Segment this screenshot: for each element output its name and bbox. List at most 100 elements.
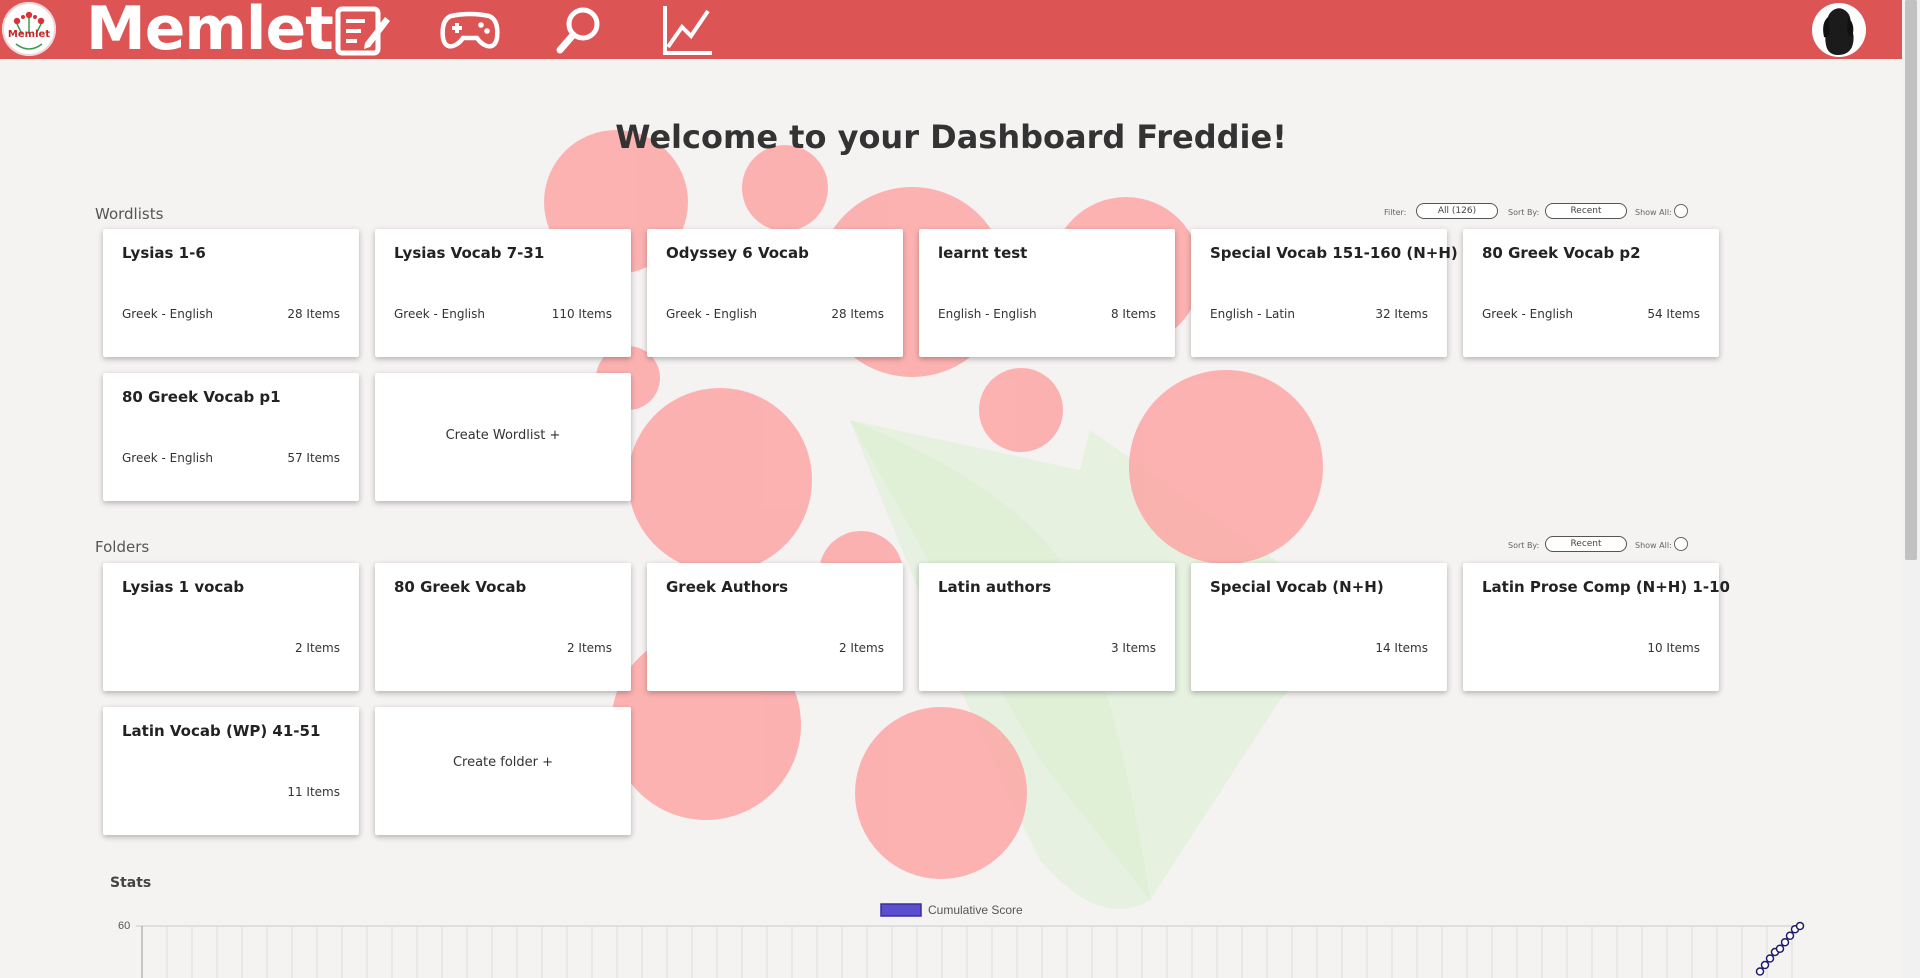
folder-title: Latin Vocab (WP) 41-51 (122, 722, 321, 740)
vertical-scrollbar[interactable] (1902, 0, 1920, 978)
folder-count: 2 Items (838, 641, 884, 655)
logo-flower-icon (13, 11, 45, 50)
wordlist-title: learnt test (938, 244, 1028, 262)
search-icon (556, 7, 600, 53)
create-folder-label: Create folder + (452, 755, 554, 770)
show-all-toggle[interactable] (1674, 204, 1688, 218)
data-point[interactable] (1765, 954, 1775, 963)
folder-count: 14 Items (1375, 641, 1428, 655)
wordlist-count: 8 Items (1110, 307, 1156, 321)
nav-wordlists-button[interactable] (325, 0, 397, 59)
wordlist-count: 57 Items (287, 451, 340, 465)
wordlist-card[interactable]: 80 Greek Vocab p1 Greek - English 57 Ite… (103, 373, 359, 501)
wordlist-card[interactable]: Odyssey 6 Vocab Greek - English 28 Items (647, 229, 903, 357)
folder-count: 2 Items (294, 641, 340, 655)
folder-title: Latin Prose Comp (N+H) 1-10 (1482, 578, 1730, 596)
scrollbar-thumb[interactable] (1905, 0, 1917, 560)
data-point[interactable] (1755, 967, 1765, 976)
folder-count: 10 Items (1647, 641, 1700, 655)
create-wordlist-label: Create Wordlist + (445, 428, 561, 443)
wordlist-count: 110 Items (551, 307, 612, 321)
folder-title: 80 Greek Vocab (394, 578, 527, 596)
wordlist-languages: Greek - English (1482, 307, 1573, 321)
wordlist-card[interactable]: 80 Greek Vocab p2 Greek - English 54 Ite… (1463, 229, 1719, 357)
wordlist-title: Odyssey 6 Vocab (666, 244, 809, 262)
folder-count: 3 Items (1110, 641, 1156, 655)
edit-list-icon (335, 6, 390, 55)
folder-card[interactable]: Greek Authors 2 Items (647, 563, 903, 691)
wordlist-languages: Greek - English (394, 307, 485, 321)
wordlist-languages: Greek - English (122, 451, 213, 465)
sort-select[interactable]: Recent (1545, 536, 1627, 552)
gamepad-icon (440, 11, 500, 49)
folder-count: 11 Items (287, 785, 340, 799)
wordlist-card[interactable]: Lysias 1-6 Greek - English 28 Items (103, 229, 359, 357)
data-point[interactable] (1775, 944, 1785, 953)
data-point[interactable] (1760, 960, 1770, 970)
data-point[interactable] (1785, 931, 1795, 940)
nav-search-button[interactable] (543, 0, 615, 59)
legend-label: Cumulative Score (928, 903, 1023, 917)
folder-title: Greek Authors (666, 578, 789, 596)
wordlist-languages: Greek - English (666, 307, 757, 321)
user-avatar[interactable] (1812, 3, 1866, 57)
top-navbar: Memlet Memlet (0, 0, 1902, 64)
wordlist-title: Lysias Vocab 7-31 (394, 244, 545, 262)
chart-grid (136, 925, 1800, 978)
brand-title[interactable]: Memlet (86, 0, 334, 64)
folder-card[interactable]: Special Vocab (N+H) 14 Items (1191, 563, 1447, 691)
nav-stats-button[interactable] (651, 0, 723, 59)
wordlists-section-title: Wordlists (95, 205, 164, 223)
folders-controls: Sort By: Recent Show All: (1508, 535, 1708, 555)
folder-card[interactable]: 80 Greek Vocab 2 Items (375, 563, 631, 691)
create-folder-card[interactable]: Create folder + (375, 707, 631, 835)
memlet-logo[interactable]: Memlet (2, 2, 56, 56)
sort-label: Sort By: (1508, 208, 1540, 217)
wordlist-languages: English - Latin (1210, 307, 1295, 321)
wordlist-title: Special Vocab 151-160 (N+H) (1210, 244, 1458, 262)
wordlist-title: 80 Greek Vocab p2 (1482, 244, 1641, 262)
line-chart-icon (663, 5, 712, 55)
wordlist-count: 54 Items (1647, 307, 1700, 321)
folder-title: Lysias 1 vocab (122, 578, 245, 596)
create-wordlist-card[interactable]: Create Wordlist + (375, 373, 631, 501)
wordlist-count: 28 Items (831, 307, 884, 321)
wordlist-card[interactable]: Special Vocab 151-160 (N+H) English - La… (1191, 229, 1458, 357)
data-point[interactable] (1780, 938, 1790, 947)
wordlist-title: Lysias 1-6 (122, 244, 206, 262)
filter-select[interactable]: All (126) (1416, 203, 1498, 219)
folder-card[interactable]: Lysias 1 vocab 2 Items (103, 563, 359, 691)
wordlist-count: 32 Items (1375, 307, 1428, 321)
show-all-label: Show All: (1635, 208, 1672, 217)
folders-section-title: Folders (95, 538, 150, 556)
wordlist-title: 80 Greek Vocab p1 (122, 388, 281, 406)
dog-avatar-icon (1823, 8, 1854, 55)
legend-swatch (880, 903, 922, 917)
wordlist-card[interactable]: learnt test English - English 8 Items (919, 229, 1175, 357)
wordlist-languages: Greek - English (122, 307, 213, 321)
chart-legend: Cumulative Score (880, 903, 1023, 917)
filter-label: Filter: (1384, 208, 1407, 217)
sort-label: Sort By: (1508, 541, 1540, 550)
page-title: Welcome to your Dashboard Freddie! (615, 118, 1287, 156)
cumulative-score-chart: Cumulative Score 60 (118, 903, 1805, 978)
chart-series (1755, 921, 1805, 976)
wordlist-languages: English - English (938, 307, 1037, 321)
folder-count: 2 Items (566, 641, 612, 655)
y-tick-top: 60 (118, 920, 130, 932)
nav-games-button[interactable] (434, 0, 506, 59)
folder-title: Latin authors (938, 578, 1052, 596)
logo-text: Memlet (7, 29, 51, 40)
wordlist-card[interactable]: Lysias Vocab 7-31 Greek - English 110 It… (375, 229, 631, 357)
folder-card[interactable]: Latin Prose Comp (N+H) 1-10 10 Items (1463, 563, 1730, 691)
folder-title: Special Vocab (N+H) (1210, 578, 1384, 596)
show-all-label: Show All: (1635, 541, 1672, 550)
stats-section-title: Stats (110, 875, 152, 891)
folder-card[interactable]: Latin Vocab (WP) 41-51 11 Items (103, 707, 359, 835)
sort-select[interactable]: Recent (1545, 203, 1627, 219)
folder-card[interactable]: Latin authors 3 Items (919, 563, 1175, 691)
wordlist-count: 28 Items (287, 307, 340, 321)
show-all-toggle[interactable] (1674, 537, 1688, 551)
data-point[interactable] (1795, 921, 1805, 931)
wordlists-controls: Filter: All (126) Sort By: Recent Show A… (1384, 202, 1704, 222)
